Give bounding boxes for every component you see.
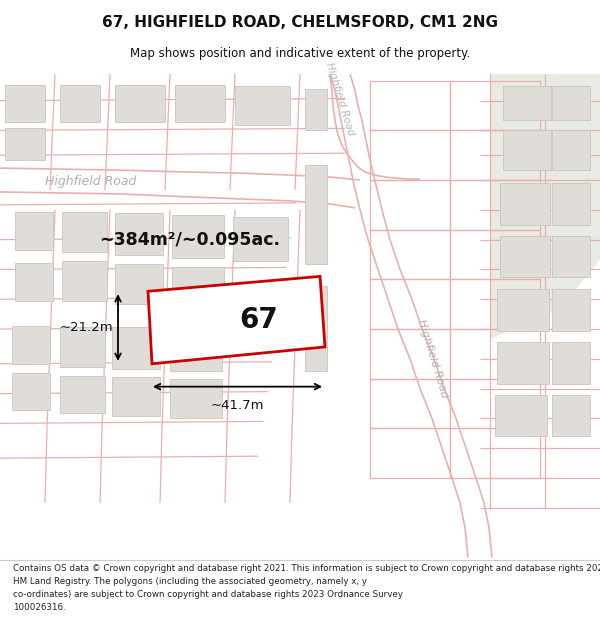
Bar (112, 377, 160, 416)
Text: ~41.7m: ~41.7m (211, 399, 264, 412)
Bar (305, 286, 327, 371)
Bar (12, 326, 50, 364)
Bar (12, 372, 50, 411)
Bar (552, 289, 590, 331)
Bar (112, 327, 160, 369)
Bar (500, 183, 550, 225)
Text: 67, HIGHFIELD ROAD, CHELMSFORD, CM1 2NG: 67, HIGHFIELD ROAD, CHELMSFORD, CM1 2NG (102, 14, 498, 29)
Bar (503, 131, 551, 170)
Polygon shape (148, 276, 325, 364)
Bar (175, 84, 225, 122)
Bar (497, 289, 549, 331)
Text: Highfield Road: Highfield Road (324, 61, 356, 136)
Text: ~21.2m: ~21.2m (59, 321, 113, 334)
Bar (15, 212, 53, 249)
Bar (62, 212, 107, 251)
Text: Highfield Road: Highfield Road (45, 174, 136, 188)
Bar (60, 376, 105, 414)
Bar (552, 236, 590, 278)
Text: 67: 67 (239, 306, 278, 334)
Bar (170, 379, 222, 418)
Text: Contains OS data © Crown copyright and database right 2021. This information is : Contains OS data © Crown copyright and d… (13, 564, 600, 612)
Bar (503, 86, 551, 121)
Bar (233, 217, 288, 261)
Bar (5, 84, 45, 122)
Bar (235, 86, 290, 126)
Bar (15, 264, 53, 301)
Bar (115, 213, 163, 254)
Bar (305, 165, 327, 264)
Bar (552, 394, 590, 436)
Bar (172, 215, 224, 258)
Bar (5, 128, 45, 160)
Text: Highfield Road: Highfield Road (416, 318, 450, 399)
Bar (552, 131, 590, 170)
Polygon shape (490, 74, 600, 339)
Bar (60, 84, 100, 122)
Bar (305, 89, 327, 131)
Text: ~384m²/~0.095ac.: ~384m²/~0.095ac. (100, 231, 281, 249)
Bar (497, 342, 549, 384)
Bar (552, 183, 590, 225)
Bar (170, 328, 222, 371)
Bar (495, 394, 547, 436)
Bar (62, 261, 107, 301)
Bar (552, 86, 590, 121)
Bar (500, 236, 550, 278)
Bar (60, 327, 105, 367)
Bar (172, 268, 224, 307)
Bar (115, 264, 163, 304)
Text: Map shows position and indicative extent of the property.: Map shows position and indicative extent… (130, 48, 470, 61)
Bar (115, 84, 165, 122)
Bar (552, 342, 590, 384)
